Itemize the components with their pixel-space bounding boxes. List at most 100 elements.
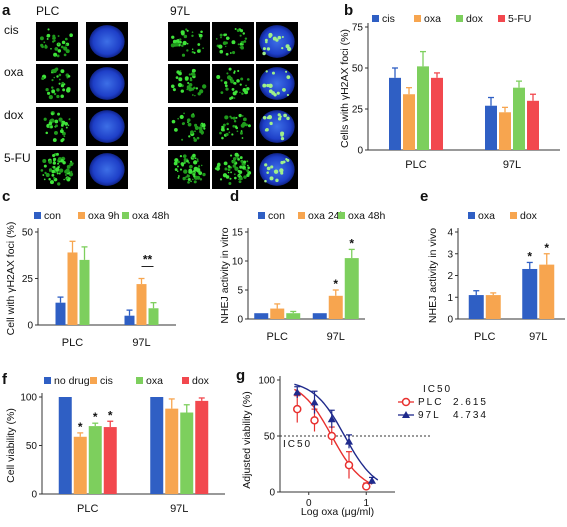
significance-marker: * [349, 236, 354, 250]
panel-c: c 0 25 50 Cell with γH2AX foci (%) con oxa 9h… [2, 188, 176, 349]
significance-marker: * [527, 249, 532, 263]
y-tick-label: 15 [232, 228, 244, 239]
y-tick-label: 0 [237, 315, 243, 326]
y-tick-label: 4 [447, 228, 453, 239]
col-label-97l: 97L [170, 4, 190, 18]
y-tick-label: 0 [447, 315, 453, 326]
category-label: PLC [267, 331, 288, 343]
legend-label: dox [466, 13, 484, 25]
legend-swatch [338, 212, 345, 219]
legend-swatch [498, 15, 505, 22]
legend-swatch [44, 377, 51, 384]
y-tick-label: 50 [352, 64, 364, 75]
category-label: 97L [170, 503, 188, 515]
bar [513, 87, 525, 150]
micrograph-tile [256, 150, 298, 189]
panel-a: a PLC 97L cis oxa dox 5-FU [2, 2, 298, 189]
category-label: 97L [529, 331, 547, 343]
legend-swatch [510, 212, 517, 219]
bar [150, 397, 164, 494]
legend-label: no drug [54, 375, 90, 387]
legend-ic50-value: 2.615 [453, 397, 488, 408]
bar [73, 436, 87, 494]
legend-swatch [372, 15, 379, 22]
data-point [327, 415, 336, 423]
significance-marker: * [78, 420, 83, 434]
legend-label: 97L [418, 410, 441, 421]
y-tick-label: 0 [269, 488, 275, 499]
data-point [310, 416, 319, 425]
category-label: PLC [77, 503, 98, 515]
micrograph-tile [86, 64, 128, 103]
bar [180, 412, 194, 494]
legend-swatch [136, 377, 143, 384]
bar [195, 400, 209, 494]
bar [431, 77, 443, 150]
bar [403, 94, 415, 150]
bar [468, 295, 484, 319]
legend-swatch [182, 377, 189, 384]
bar [286, 313, 301, 319]
legend-label: oxa 9h [88, 210, 120, 222]
x-tick-label: 1 [363, 498, 369, 509]
micrograph-tile [36, 22, 78, 61]
legend-marker [401, 397, 411, 407]
y-tick-label: 3 [447, 249, 453, 260]
bar [312, 313, 327, 319]
y-tick-label: 1 [447, 293, 453, 304]
bar [103, 427, 117, 494]
micrograph-tile [212, 22, 254, 61]
legend-swatch [258, 212, 265, 219]
significance-marker: * [93, 410, 98, 424]
row-label-5fu: 5-FU [4, 151, 31, 165]
panel-label-g: g [236, 367, 245, 384]
bar [55, 302, 66, 325]
micrograph-tile [86, 22, 128, 61]
legend-swatch [122, 212, 129, 219]
micrograph-tile [256, 22, 298, 61]
category-label: PLC [405, 159, 426, 171]
legend-label: PLC [418, 397, 443, 408]
legend-marker [402, 411, 410, 418]
bar [344, 258, 359, 319]
micrograph-tile [212, 150, 254, 189]
micrograph-tile [36, 150, 78, 189]
panel-label-f: f [2, 371, 8, 388]
data-point [344, 460, 354, 470]
y-tick-label: 25 [352, 105, 364, 116]
data-point [345, 437, 353, 445]
bar [270, 308, 285, 319]
y-axis-label: NHEJ activity in vitro [219, 227, 231, 323]
legend-ic50-value: 4.734 [453, 410, 488, 421]
legend-swatch [456, 15, 463, 22]
significance-marker: ** [143, 253, 153, 267]
y-tick-label: 50 [22, 228, 34, 239]
x-axis-label: Log oxa (μg/ml) [301, 506, 374, 518]
category-label: PLC [62, 337, 83, 349]
micrograph-grid [36, 22, 298, 189]
micrograph-tile [256, 64, 298, 103]
bar [254, 313, 269, 319]
data-point [310, 398, 319, 406]
row-label-dox: dox [4, 108, 23, 122]
micrograph-tile [36, 64, 78, 103]
category-label: 97L [327, 331, 345, 343]
micrograph-tile [86, 150, 128, 189]
panel-e: e 0 1 2 3 4 NHEJ activity in vivo oxa dox PLC 97L… [420, 188, 565, 343]
legend-label: oxa 24h [308, 210, 346, 222]
legend-label: con [268, 210, 285, 222]
y-tick-label: 0 [357, 146, 363, 157]
y-tick-label: 2 [447, 271, 453, 282]
panel-label-e: e [420, 188, 428, 205]
bar [539, 264, 555, 319]
legend-label: oxa [424, 13, 441, 25]
data-point [293, 404, 302, 414]
y-tick-label: 5 [237, 286, 243, 297]
bar [124, 315, 135, 325]
col-label-plc: PLC [36, 4, 60, 18]
y-tick-label: 100 [258, 376, 275, 387]
significance-marker: * [333, 277, 338, 291]
